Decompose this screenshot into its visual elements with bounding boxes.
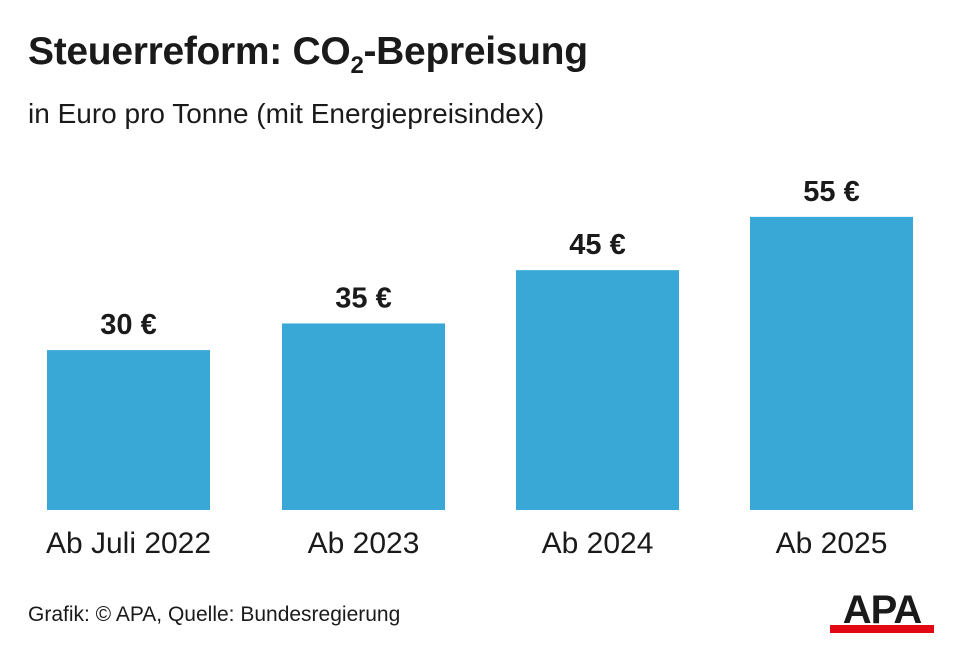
bar-value-label: 55 € xyxy=(803,176,859,208)
title-main: Steuerreform: CO xyxy=(28,30,351,73)
source-credit: Grafik: © APA, Quelle: Bundesregierung xyxy=(28,603,401,626)
chart-subtitle: in Euro pro Tonne (mit Energiepreisindex… xyxy=(28,98,545,129)
title-rest: -Bepreisung xyxy=(363,30,589,73)
category-label: Ab 2024 xyxy=(542,527,654,560)
bar-4 xyxy=(750,216,913,510)
category-label: Ab 2023 xyxy=(308,527,420,560)
apa-logo-text: APA xyxy=(843,589,922,632)
title-subscript: 2 xyxy=(350,52,364,79)
apa-logo-bar xyxy=(830,625,934,633)
bar-3 xyxy=(516,270,679,510)
category-label: Ab Juli 2022 xyxy=(46,527,211,560)
bar-1 xyxy=(47,350,210,510)
bar-value-label: 45 € xyxy=(569,229,625,261)
category-label: Ab 2025 xyxy=(776,527,888,560)
chart-title: Steuerreform: CO2-Bepreisung xyxy=(28,30,589,78)
apa-logo: APA xyxy=(830,589,934,633)
bar-value-label: 35 € xyxy=(335,282,391,314)
bar-2 xyxy=(282,323,445,510)
bar-value-label: 30 € xyxy=(100,309,156,341)
